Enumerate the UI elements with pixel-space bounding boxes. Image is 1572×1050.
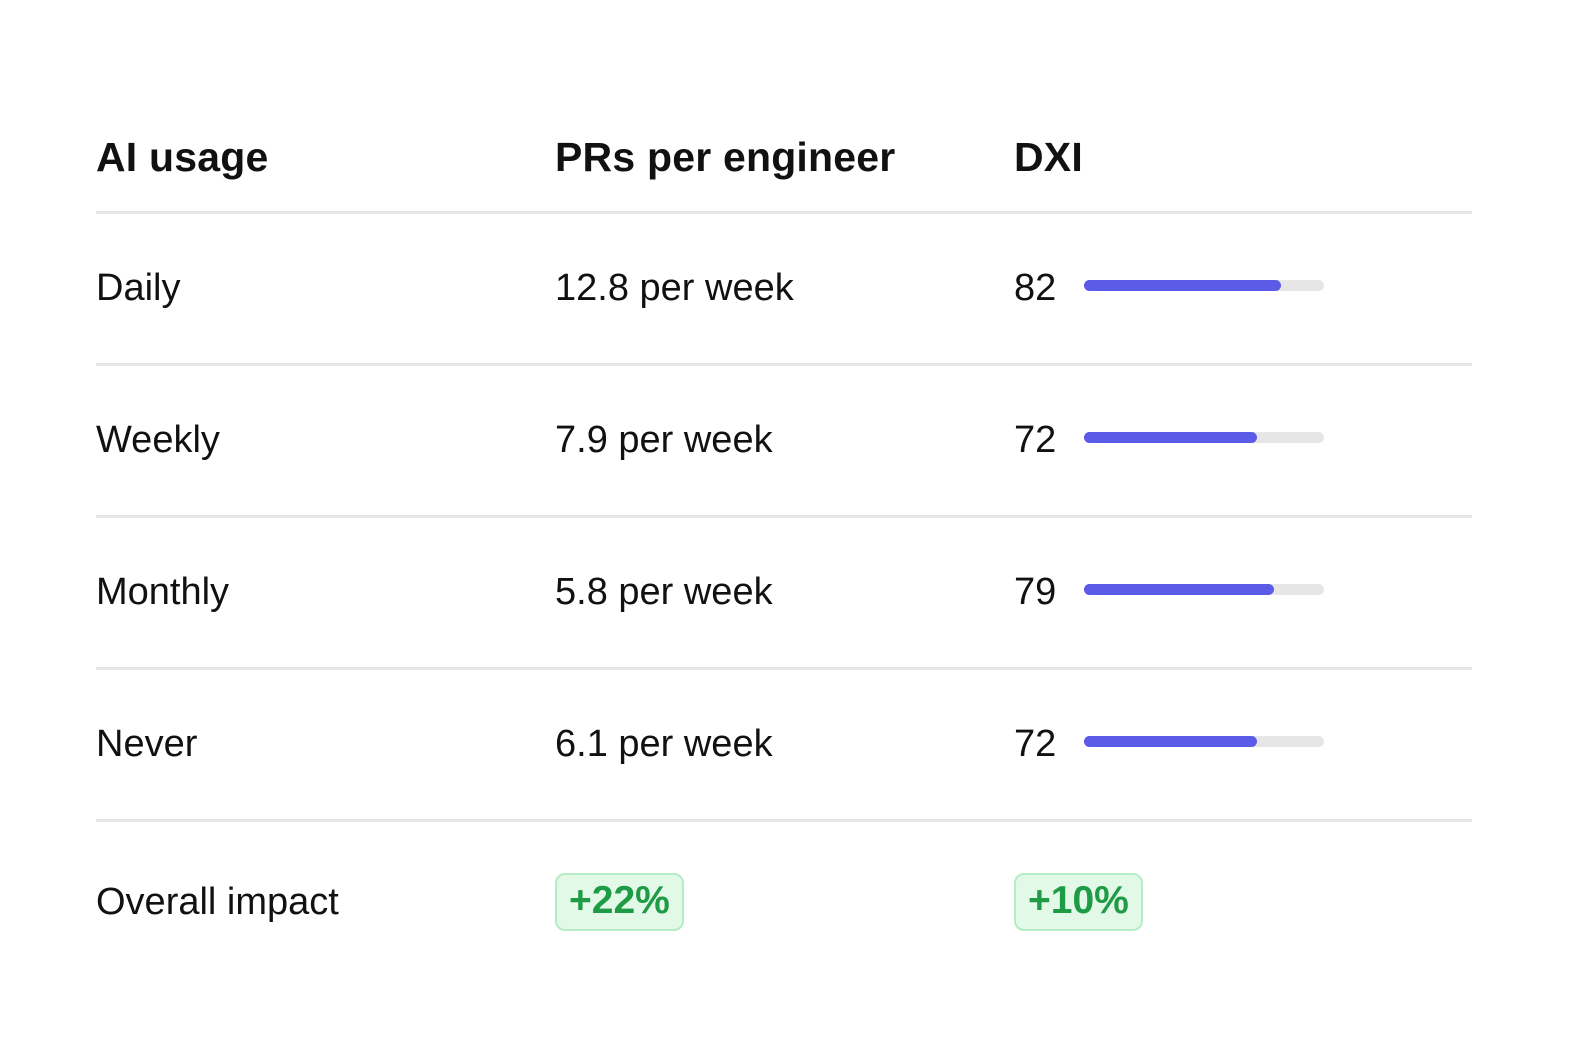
- dxi-cell: 79: [1014, 518, 1324, 667]
- dxi-change-badge: +10%: [1014, 873, 1143, 931]
- prs-value: 6.1 per week: [555, 723, 773, 765]
- table-footer-row: Overall impact +22% +10%: [96, 822, 1472, 982]
- prs-value: 5.8 per week: [555, 571, 773, 613]
- dxi-bar-fill: [1084, 432, 1257, 443]
- prs-change-badge: +22%: [555, 873, 684, 931]
- header-ai-usage: AI usage: [96, 134, 269, 180]
- table-row: Daily 12.8 per week 82: [96, 214, 1472, 366]
- usage-label: Weekly: [96, 419, 220, 461]
- overall-impact-label: Overall impact: [96, 880, 339, 923]
- header-prs-per-engineer: PRs per engineer: [555, 134, 896, 180]
- table-row: Weekly 7.9 per week 72: [96, 366, 1472, 518]
- table-row: Never 6.1 per week 72: [96, 670, 1472, 822]
- dxi-bar-fill: [1084, 736, 1257, 747]
- prs-change-cell: +22%: [555, 822, 684, 982]
- table-header-row: AI usage PRs per engineer DXI: [96, 110, 1472, 214]
- usage-label: Monthly: [96, 571, 230, 613]
- dxi-value: 79: [1014, 571, 1057, 613]
- prs-value: 7.9 per week: [555, 419, 773, 461]
- dxi-bar-fill: [1084, 584, 1274, 595]
- dxi-cell: 82: [1014, 214, 1324, 363]
- dxi-cell: 72: [1014, 366, 1324, 515]
- dxi-bar-track: [1084, 280, 1324, 291]
- dxi-value: 72: [1014, 723, 1057, 765]
- header-dxi: DXI: [1014, 134, 1083, 180]
- prs-value: 12.8 per week: [555, 267, 794, 309]
- dxi-change-cell: +10%: [1014, 822, 1143, 982]
- ai-usage-table: AI usage PRs per engineer DXI Daily 12.8…: [96, 110, 1472, 982]
- dxi-bar-fill: [1084, 280, 1281, 291]
- usage-label: Never: [96, 723, 198, 765]
- dxi-value: 82: [1014, 267, 1057, 309]
- dxi-bar-track: [1084, 584, 1324, 595]
- dxi-bar-track: [1084, 432, 1324, 443]
- dxi-value: 72: [1014, 419, 1057, 461]
- dxi-cell: 72: [1014, 670, 1324, 819]
- dxi-bar-track: [1084, 736, 1324, 747]
- table-row: Monthly 5.8 per week 79: [96, 518, 1472, 670]
- usage-label: Daily: [96, 267, 181, 309]
